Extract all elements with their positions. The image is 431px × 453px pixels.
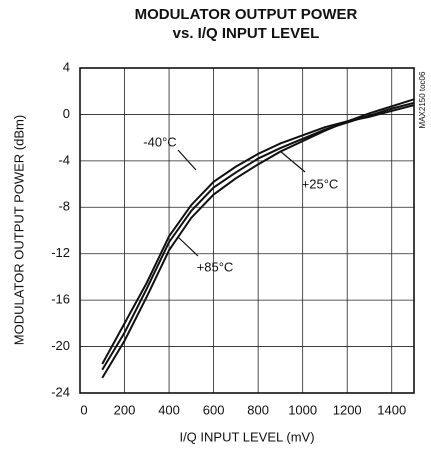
y-tick-label: 4 xyxy=(63,59,70,74)
y-tick-label: -4 xyxy=(58,152,70,167)
x-tick-label: 400 xyxy=(158,402,180,417)
x-tick-label: 1200 xyxy=(333,402,362,417)
x-tick-label: 1400 xyxy=(377,402,406,417)
x-tick-label: 200 xyxy=(114,402,136,417)
y-tick-label: 0 xyxy=(63,106,70,121)
annotation-arrow xyxy=(279,150,306,173)
annotation-arrow xyxy=(177,236,199,257)
series-label: +25°C xyxy=(302,176,339,191)
y-tick-label: -20 xyxy=(51,338,70,353)
series-label: -40°C xyxy=(143,134,176,149)
y-axis-label: MODULATOR OUTPUT POWER (dBm) xyxy=(11,115,26,345)
x-axis-label: I/Q INPUT LEVEL (mV) xyxy=(179,429,314,444)
x-tick-label: 600 xyxy=(203,402,225,417)
y-tick-label: -16 xyxy=(51,292,70,307)
x-tick-label: 1000 xyxy=(288,402,317,417)
y-tick-label: -8 xyxy=(58,199,70,214)
series-line xyxy=(101,101,415,371)
series-label: +85°C xyxy=(197,259,234,274)
x-tick-label: 0 xyxy=(80,402,87,417)
plot-frame xyxy=(79,67,415,394)
figure-note: MAX2150 toc06 xyxy=(418,71,427,128)
x-tick-label: 800 xyxy=(247,402,269,417)
series-line xyxy=(101,98,415,379)
chart-title: MODULATOR OUTPUT POWER xyxy=(135,6,358,23)
annotation-arrow xyxy=(177,149,197,171)
y-tick-label: -12 xyxy=(51,245,70,260)
chart-title: vs. I/Q INPUT LEVEL xyxy=(173,25,320,42)
y-tick-label: -24 xyxy=(51,384,70,399)
